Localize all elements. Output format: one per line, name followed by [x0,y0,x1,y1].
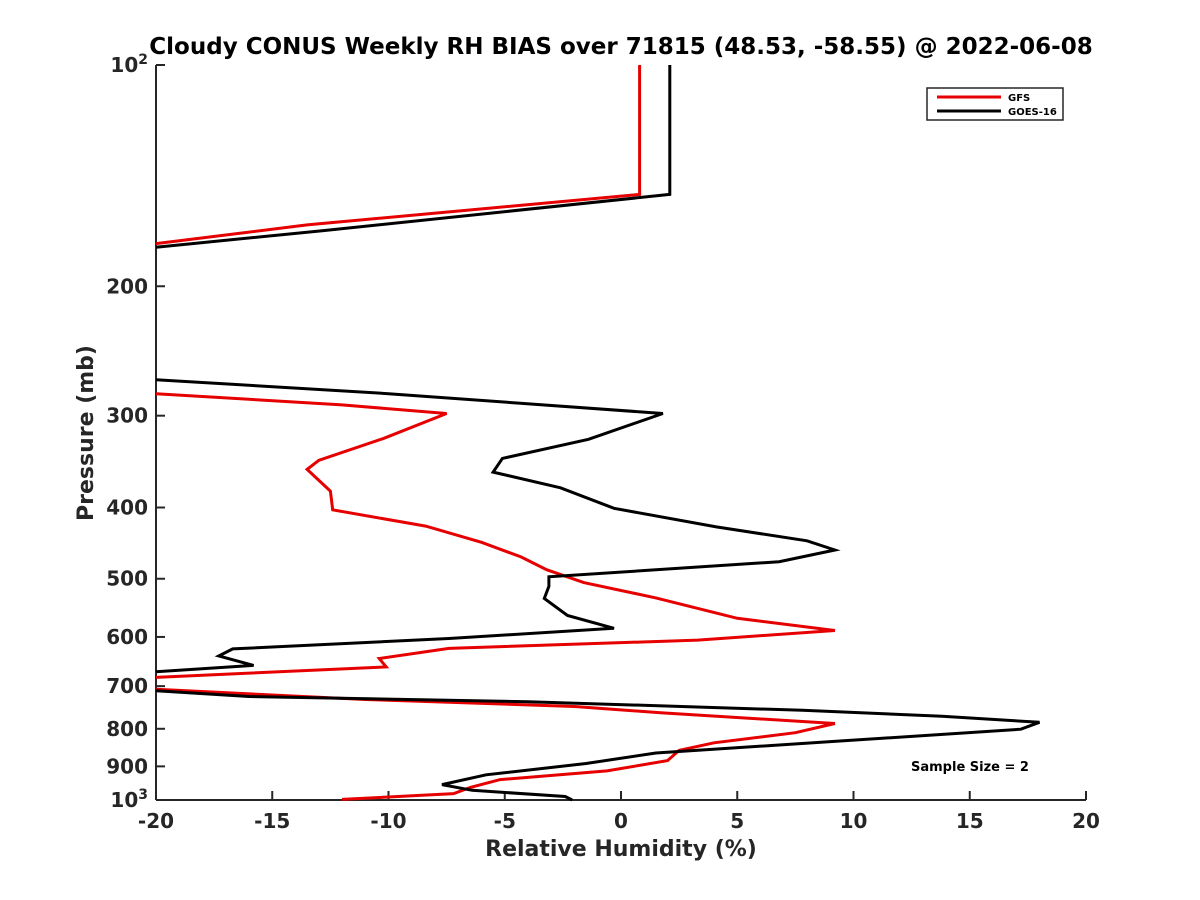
y-tick-label: 700 [106,674,148,698]
sample-size-annotation: Sample Size = 2 [911,760,1029,775]
series-line-gfs [155,392,836,679]
series-line-gfs [155,687,836,801]
y-axis-ticks: 102 200 300 400 500 600 700 800 900 103 [106,52,165,812]
y-tick-label: 102 [110,52,148,77]
x-tick-label: -10 [370,809,406,833]
x-axis-ticks: -20 -15 -10 -5 0 5 10 15 20 [138,791,1100,833]
x-tick-label: 10 [840,809,868,833]
series-lines [155,65,1041,802]
legend-box [926,87,1064,121]
x-tick-label: -15 [254,809,290,833]
y-tick-label: 200 [106,274,148,298]
x-tick-label: 0 [614,809,628,833]
y-tick-label: 500 [106,567,148,591]
legend-label-goes-16: GOES-16 [1008,107,1057,118]
series-line-goes-16 [155,65,672,249]
y-axis-label: Pressure (mb) [74,345,99,521]
y-tick-label: 800 [106,717,148,741]
series-line-goes-16 [155,689,1041,802]
series-line-gfs [155,65,642,246]
series-line-goes-16 [155,378,841,674]
chart-title: Cloudy CONUS Weekly RH BIAS over 71815 (… [149,34,1092,60]
y-tick-label: 103 [110,787,148,812]
x-tick-label: 5 [730,809,744,833]
x-tick-label: 20 [1072,809,1100,833]
y-tick-label: 900 [106,754,148,778]
y-tick-label: 300 [106,404,148,428]
x-tick-label: -5 [494,809,516,833]
legend: GFS GOES-16 [926,87,1064,121]
legend-label-gfs: GFS [1008,93,1030,104]
x-tick-label: -20 [138,809,174,833]
x-axis-label: Relative Humidity (%) [485,837,757,862]
plot-area [155,65,1086,801]
x-tick-label: 15 [956,809,984,833]
y-tick-label: 600 [106,625,148,649]
y-tick-label: 400 [106,496,148,520]
